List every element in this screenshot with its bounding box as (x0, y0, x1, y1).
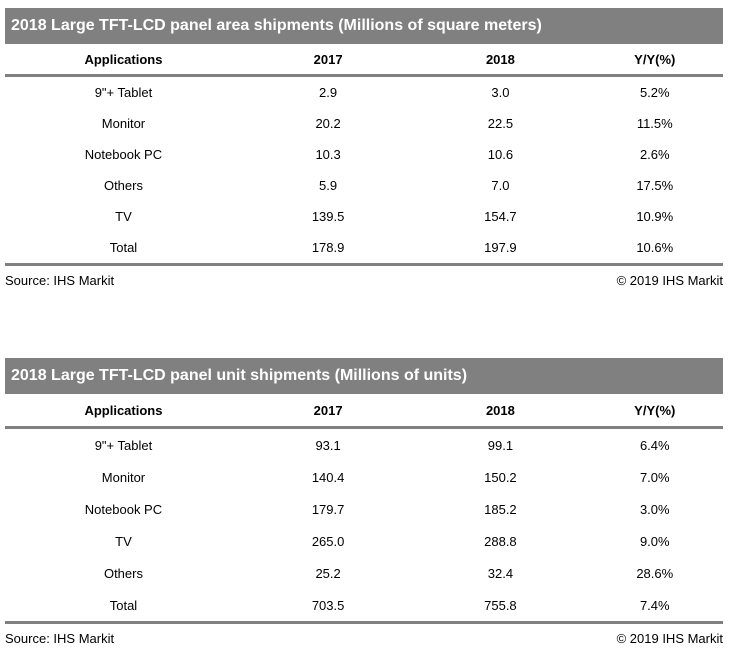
value-2018: 22.5 (487, 116, 514, 131)
copyright-note: © 2019 IHS Markit (616, 631, 723, 646)
value-2017: 5.9 (319, 178, 338, 193)
area-table-column-headers: Applications 2017 2018 Y/Y(%) (5, 44, 723, 74)
unit-table-title-banner: 2018 Large TFT-LCD panel unit shipments … (5, 358, 723, 394)
value-yoy: 28.6% (636, 565, 674, 581)
column-header-applications: Applications (84, 402, 163, 418)
column-header-2017: 2017 (313, 402, 343, 418)
value-2018: 154.7 (484, 209, 517, 224)
table-row: Others 25.2 32.4 28.6% (5, 557, 723, 589)
value-2018: 150.2 (484, 469, 517, 485)
row-label: Monitor (101, 116, 146, 131)
table-row: Monitor 20.2 22.5 11.5% (5, 108, 723, 139)
table-row: 9"+ Tablet 93.1 99.1 6.4% (5, 429, 723, 461)
footer-divider (5, 263, 723, 266)
row-label: TV (115, 533, 132, 549)
value-yoy: 7.4% (639, 597, 670, 613)
value-2017: 20.2 (315, 116, 341, 131)
row-label: Monitor (101, 469, 146, 485)
source-note: Source: IHS Markit (5, 273, 115, 288)
table-row: Notebook PC 10.3 10.6 2.6% (5, 139, 723, 170)
table-row-total: Total 703.5 755.8 7.4% (5, 589, 723, 621)
value-2018: 99.1 (487, 437, 514, 453)
value-2017: 178.9 (311, 240, 345, 255)
table-row: 9"+ Tablet 2.9 3.0 5.2% (5, 77, 723, 108)
value-yoy: 2.6% (639, 147, 670, 162)
value-2017: 93.1 (315, 437, 341, 453)
table-row: TV 265.0 288.8 9.0% (5, 525, 723, 557)
row-label: Total (109, 240, 138, 255)
value-2017: 2.9 (319, 85, 338, 100)
table-row: Monitor 140.4 150.2 7.0% (5, 461, 723, 493)
row-label: 9"+ Tablet (94, 437, 153, 453)
unit-table-title: 2018 Large TFT-LCD panel unit shipments … (11, 367, 468, 384)
column-header-yoy: Y/Y(%) (634, 402, 676, 418)
value-yoy: 17.5% (636, 178, 674, 193)
value-2017: 139.5 (311, 209, 345, 224)
table-row: Others 5.9 7.0 17.5% (5, 170, 723, 201)
header-divider (5, 426, 723, 429)
column-header-2018: 2018 (485, 51, 515, 67)
value-2018: 7.0 (491, 178, 510, 193)
row-label: Total (109, 597, 138, 613)
value-2017: 179.7 (311, 501, 345, 517)
column-header-applications: Applications (84, 51, 163, 67)
value-2017: 140.4 (311, 469, 345, 485)
value-2018: 755.8 (484, 597, 517, 613)
column-header-2017: 2017 (313, 51, 343, 67)
value-yoy: 5.2% (639, 85, 670, 100)
value-yoy: 6.4% (639, 437, 670, 453)
table-row: TV 139.5 154.7 10.9% (5, 201, 723, 232)
value-yoy: 10.6% (636, 240, 674, 255)
area-table-body: 9"+ Tablet 2.9 3.0 5.2% Monitor 20.2 22.… (5, 77, 723, 263)
source-note: Source: IHS Markit (5, 631, 115, 646)
area-table-title: 2018 Large TFT-LCD panel area shipments … (11, 17, 542, 34)
table-row-total: Total 178.9 197.9 10.6% (5, 232, 723, 263)
row-label: TV (115, 209, 132, 224)
area-table-footer: Source: IHS Markit © 2019 IHS Markit (5, 266, 723, 288)
area-table-title-banner: 2018 Large TFT-LCD panel area shipments … (5, 8, 723, 44)
unit-shipments-table: 2018 Large TFT-LCD panel unit shipments … (5, 358, 723, 646)
area-shipments-table: 2018 Large TFT-LCD panel area shipments … (5, 8, 723, 288)
row-label: Others (103, 178, 143, 193)
row-label: 9"+ Tablet (94, 85, 153, 100)
value-2018: 185.2 (484, 501, 517, 517)
row-label: Others (103, 565, 143, 581)
column-header-2018: 2018 (485, 402, 515, 418)
value-yoy: 7.0% (639, 469, 670, 485)
copyright-note: © 2019 IHS Markit (616, 273, 723, 288)
value-2018: 32.4 (487, 565, 514, 581)
value-yoy: 3.0% (639, 501, 670, 517)
table-row: Notebook PC 179.7 185.2 3.0% (5, 493, 723, 525)
unit-table-body: 9"+ Tablet 93.1 99.1 6.4% Monitor 140.4 … (5, 429, 723, 621)
value-yoy: 10.9% (636, 209, 674, 224)
value-2017: 10.3 (315, 147, 341, 162)
value-yoy: 11.5% (636, 116, 673, 131)
unit-table-footer: Source: IHS Markit © 2019 IHS Markit (5, 624, 723, 646)
value-2017: 703.5 (311, 597, 345, 613)
value-2017: 265.0 (311, 533, 345, 549)
row-label: Notebook PC (84, 147, 163, 162)
value-2018: 288.8 (484, 533, 517, 549)
value-2018: 3.0 (491, 85, 510, 100)
unit-table-column-headers: Applications 2017 2018 Y/Y(%) (5, 394, 723, 426)
value-yoy: 9.0% (639, 533, 670, 549)
column-header-yoy: Y/Y(%) (634, 51, 676, 67)
footer-divider (5, 621, 723, 624)
value-2018: 10.6 (487, 147, 514, 162)
row-label: Notebook PC (84, 501, 163, 517)
header-divider (5, 74, 723, 77)
value-2017: 25.2 (315, 565, 341, 581)
value-2018: 197.9 (484, 240, 517, 255)
